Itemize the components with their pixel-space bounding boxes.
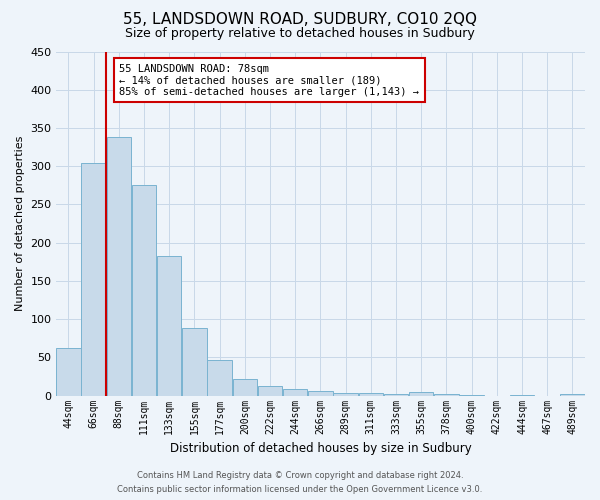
Text: 55, LANDSDOWN ROAD, SUDBURY, CO10 2QQ: 55, LANDSDOWN ROAD, SUDBURY, CO10 2QQ bbox=[123, 12, 477, 28]
Bar bbox=[560, 394, 584, 396]
Bar bbox=[157, 256, 181, 396]
Bar bbox=[434, 394, 458, 396]
Bar bbox=[334, 392, 358, 396]
X-axis label: Distribution of detached houses by size in Sudbury: Distribution of detached houses by size … bbox=[170, 442, 471, 455]
Bar bbox=[107, 137, 131, 396]
Text: Contains HM Land Registry data © Crown copyright and database right 2024.
Contai: Contains HM Land Registry data © Crown c… bbox=[118, 472, 482, 494]
Bar bbox=[82, 163, 106, 396]
Bar bbox=[208, 360, 232, 396]
Bar bbox=[409, 392, 433, 396]
Bar bbox=[308, 391, 332, 396]
Text: Size of property relative to detached houses in Sudbury: Size of property relative to detached ho… bbox=[125, 28, 475, 40]
Bar bbox=[258, 386, 282, 396]
Bar bbox=[510, 395, 534, 396]
Bar bbox=[384, 394, 408, 396]
Bar bbox=[359, 394, 383, 396]
Bar bbox=[132, 186, 156, 396]
Text: 55 LANDSDOWN ROAD: 78sqm
← 14% of detached houses are smaller (189)
85% of semi-: 55 LANDSDOWN ROAD: 78sqm ← 14% of detach… bbox=[119, 64, 419, 96]
Bar bbox=[283, 389, 307, 396]
Y-axis label: Number of detached properties: Number of detached properties bbox=[15, 136, 25, 312]
Bar bbox=[460, 395, 484, 396]
Bar bbox=[233, 379, 257, 396]
Bar bbox=[182, 328, 206, 396]
Bar bbox=[56, 348, 80, 396]
